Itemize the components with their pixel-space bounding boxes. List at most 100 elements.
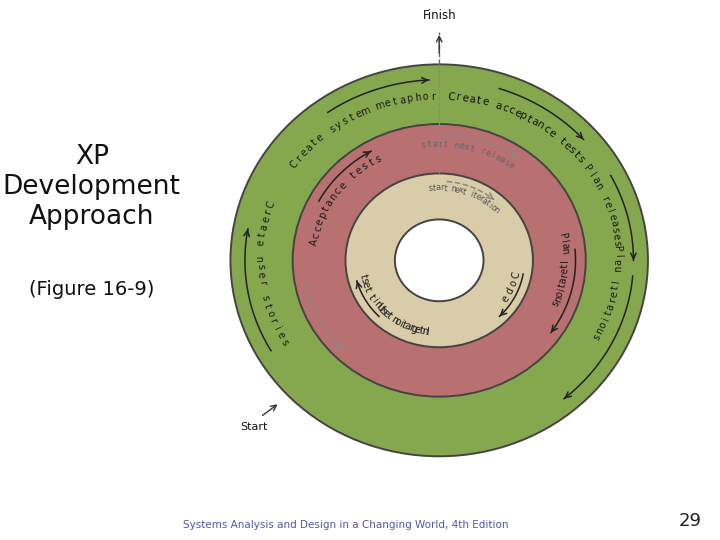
Text: a: a <box>605 302 616 312</box>
Text: l: l <box>587 171 596 178</box>
Text: c: c <box>312 225 323 233</box>
Text: t: t <box>462 187 467 197</box>
Text: U: U <box>374 302 386 314</box>
Text: e: e <box>546 127 557 139</box>
Text: p: p <box>318 211 329 220</box>
Text: s: s <box>551 299 562 308</box>
Text: s: s <box>328 124 337 134</box>
Text: e: e <box>315 132 326 144</box>
Text: t: t <box>427 140 431 150</box>
Text: o: o <box>554 290 565 299</box>
Text: s: s <box>378 306 389 316</box>
Ellipse shape <box>292 124 586 397</box>
Text: t: t <box>444 184 448 193</box>
Text: t: t <box>557 136 567 146</box>
Text: s: s <box>256 264 266 269</box>
Text: t: t <box>469 144 475 153</box>
Text: e: e <box>507 160 516 171</box>
Text: t: t <box>348 112 356 123</box>
Text: e: e <box>256 271 266 278</box>
Text: C: C <box>510 271 521 280</box>
Text: t: t <box>483 199 491 208</box>
Text: 29: 29 <box>679 512 702 530</box>
Text: e: e <box>337 180 348 191</box>
Text: c: c <box>500 103 509 114</box>
Text: a: a <box>613 259 623 265</box>
Text: e: e <box>512 107 522 119</box>
Text: l: l <box>613 254 623 257</box>
Text: s: s <box>428 184 433 193</box>
Text: t: t <box>444 140 447 149</box>
Text: r: r <box>407 322 414 333</box>
Text: u: u <box>256 255 266 262</box>
Text: t: t <box>525 113 534 124</box>
Text: I: I <box>560 259 570 262</box>
Text: t: t <box>367 157 376 168</box>
Text: A: A <box>309 238 320 246</box>
Text: a: a <box>498 155 507 165</box>
Text: a: a <box>402 321 412 332</box>
Text: e: e <box>481 97 490 108</box>
Text: n: n <box>328 191 340 202</box>
Text: e: e <box>493 152 502 163</box>
Text: e: e <box>413 325 422 335</box>
Text: a: a <box>436 184 441 192</box>
Text: r: r <box>294 154 305 163</box>
Text: e: e <box>354 165 364 177</box>
Text: n: n <box>420 326 428 337</box>
Text: t: t <box>400 320 408 330</box>
Text: g: g <box>410 323 418 335</box>
Text: e: e <box>454 185 461 195</box>
Text: e: e <box>602 200 613 209</box>
Text: i: i <box>487 201 494 210</box>
Text: e: e <box>383 98 392 110</box>
Text: e: e <box>611 233 621 240</box>
Text: t: t <box>557 282 568 288</box>
Text: a: a <box>608 219 619 228</box>
Text: l: l <box>490 151 495 160</box>
Text: n: n <box>552 294 564 304</box>
Text: a: a <box>432 140 437 149</box>
Text: n: n <box>535 119 546 132</box>
Text: Start: Start <box>240 422 268 432</box>
Ellipse shape <box>230 64 648 456</box>
Text: o: o <box>488 202 498 213</box>
Text: e: e <box>474 192 482 202</box>
Text: t: t <box>418 326 424 336</box>
Text: t: t <box>358 274 368 280</box>
Text: s: s <box>341 116 350 127</box>
Text: i: i <box>469 190 474 199</box>
Text: e: e <box>360 280 372 290</box>
Text: 16: 16 <box>667 23 705 50</box>
Text: m: m <box>359 105 372 118</box>
Text: a: a <box>468 94 476 105</box>
Text: t: t <box>348 170 358 180</box>
Text: e: e <box>261 215 271 224</box>
Text: n: n <box>453 141 459 150</box>
Text: r: r <box>559 273 570 278</box>
Text: C: C <box>265 199 277 210</box>
Text: i: i <box>556 287 567 293</box>
Text: i: i <box>271 325 282 332</box>
Text: s: s <box>421 140 426 150</box>
Text: l: l <box>559 239 569 244</box>
Text: y: y <box>333 119 343 131</box>
Text: t: t <box>257 232 268 238</box>
Text: m: m <box>374 100 386 112</box>
Text: Finish: Finish <box>423 9 456 22</box>
Text: e: e <box>274 330 286 340</box>
Text: t: t <box>366 293 377 301</box>
Text: a: a <box>590 175 601 185</box>
Text: s: s <box>612 240 622 246</box>
Text: n: n <box>490 205 500 215</box>
Text: d: d <box>504 286 516 296</box>
Text: a: a <box>324 198 336 208</box>
Text: t: t <box>571 150 581 160</box>
Text: t: t <box>362 285 373 293</box>
Text: e: e <box>381 308 392 319</box>
Text: s: s <box>279 338 290 347</box>
Text: o: o <box>598 321 609 330</box>
Text: I: I <box>611 279 622 284</box>
Text: e: e <box>500 293 511 304</box>
Text: s: s <box>575 154 586 165</box>
